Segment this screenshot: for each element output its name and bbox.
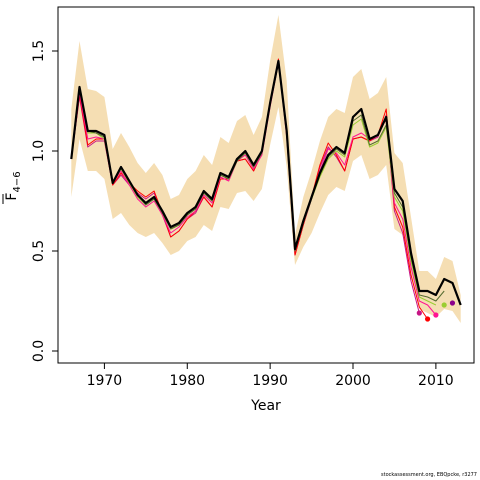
x-tick-label: 1980 [169, 373, 205, 389]
y-axis-title-subscript: 4−6 [12, 171, 23, 192]
series-line-main [70, 59, 462, 306]
x-tick-label: 2010 [418, 373, 454, 389]
y-axis-title-main: F [4, 193, 20, 201]
series-endpoint-dot [416, 310, 422, 316]
endpoint-layer [416, 300, 456, 322]
source-credit: stockassessment.org, EBQpcke, r3277 [381, 472, 477, 478]
y-tick-label: 1.5 [31, 40, 47, 62]
y-axis: 0.0 0.5 1.0 1.5 [31, 40, 58, 362]
series-endpoint-dot [449, 300, 456, 306]
confidence-band [71, 15, 461, 323]
x-tick-label: 2000 [335, 373, 371, 389]
series-endpoint-dot [441, 302, 447, 308]
svg-text:F4−6: F4−6 [4, 171, 23, 200]
y-tick-label: 1.0 [31, 140, 47, 162]
y-tick-label: 0.0 [31, 340, 47, 362]
x-axis-title: Year [250, 398, 281, 414]
series-endpoint-dot [433, 312, 439, 318]
x-tick-label: 1970 [87, 373, 123, 389]
plot-frame [57, 6, 475, 364]
series-layer [70, 58, 462, 320]
confidence-band-layer [71, 15, 461, 323]
y-tick-label: 0.5 [31, 240, 47, 262]
x-axis: 1970 1980 1990 2000 2010 [87, 363, 454, 389]
y-axis-title: F4−6 [2, 171, 23, 204]
x-tick-label: 1990 [252, 373, 288, 389]
series-endpoint-dot [424, 316, 431, 322]
